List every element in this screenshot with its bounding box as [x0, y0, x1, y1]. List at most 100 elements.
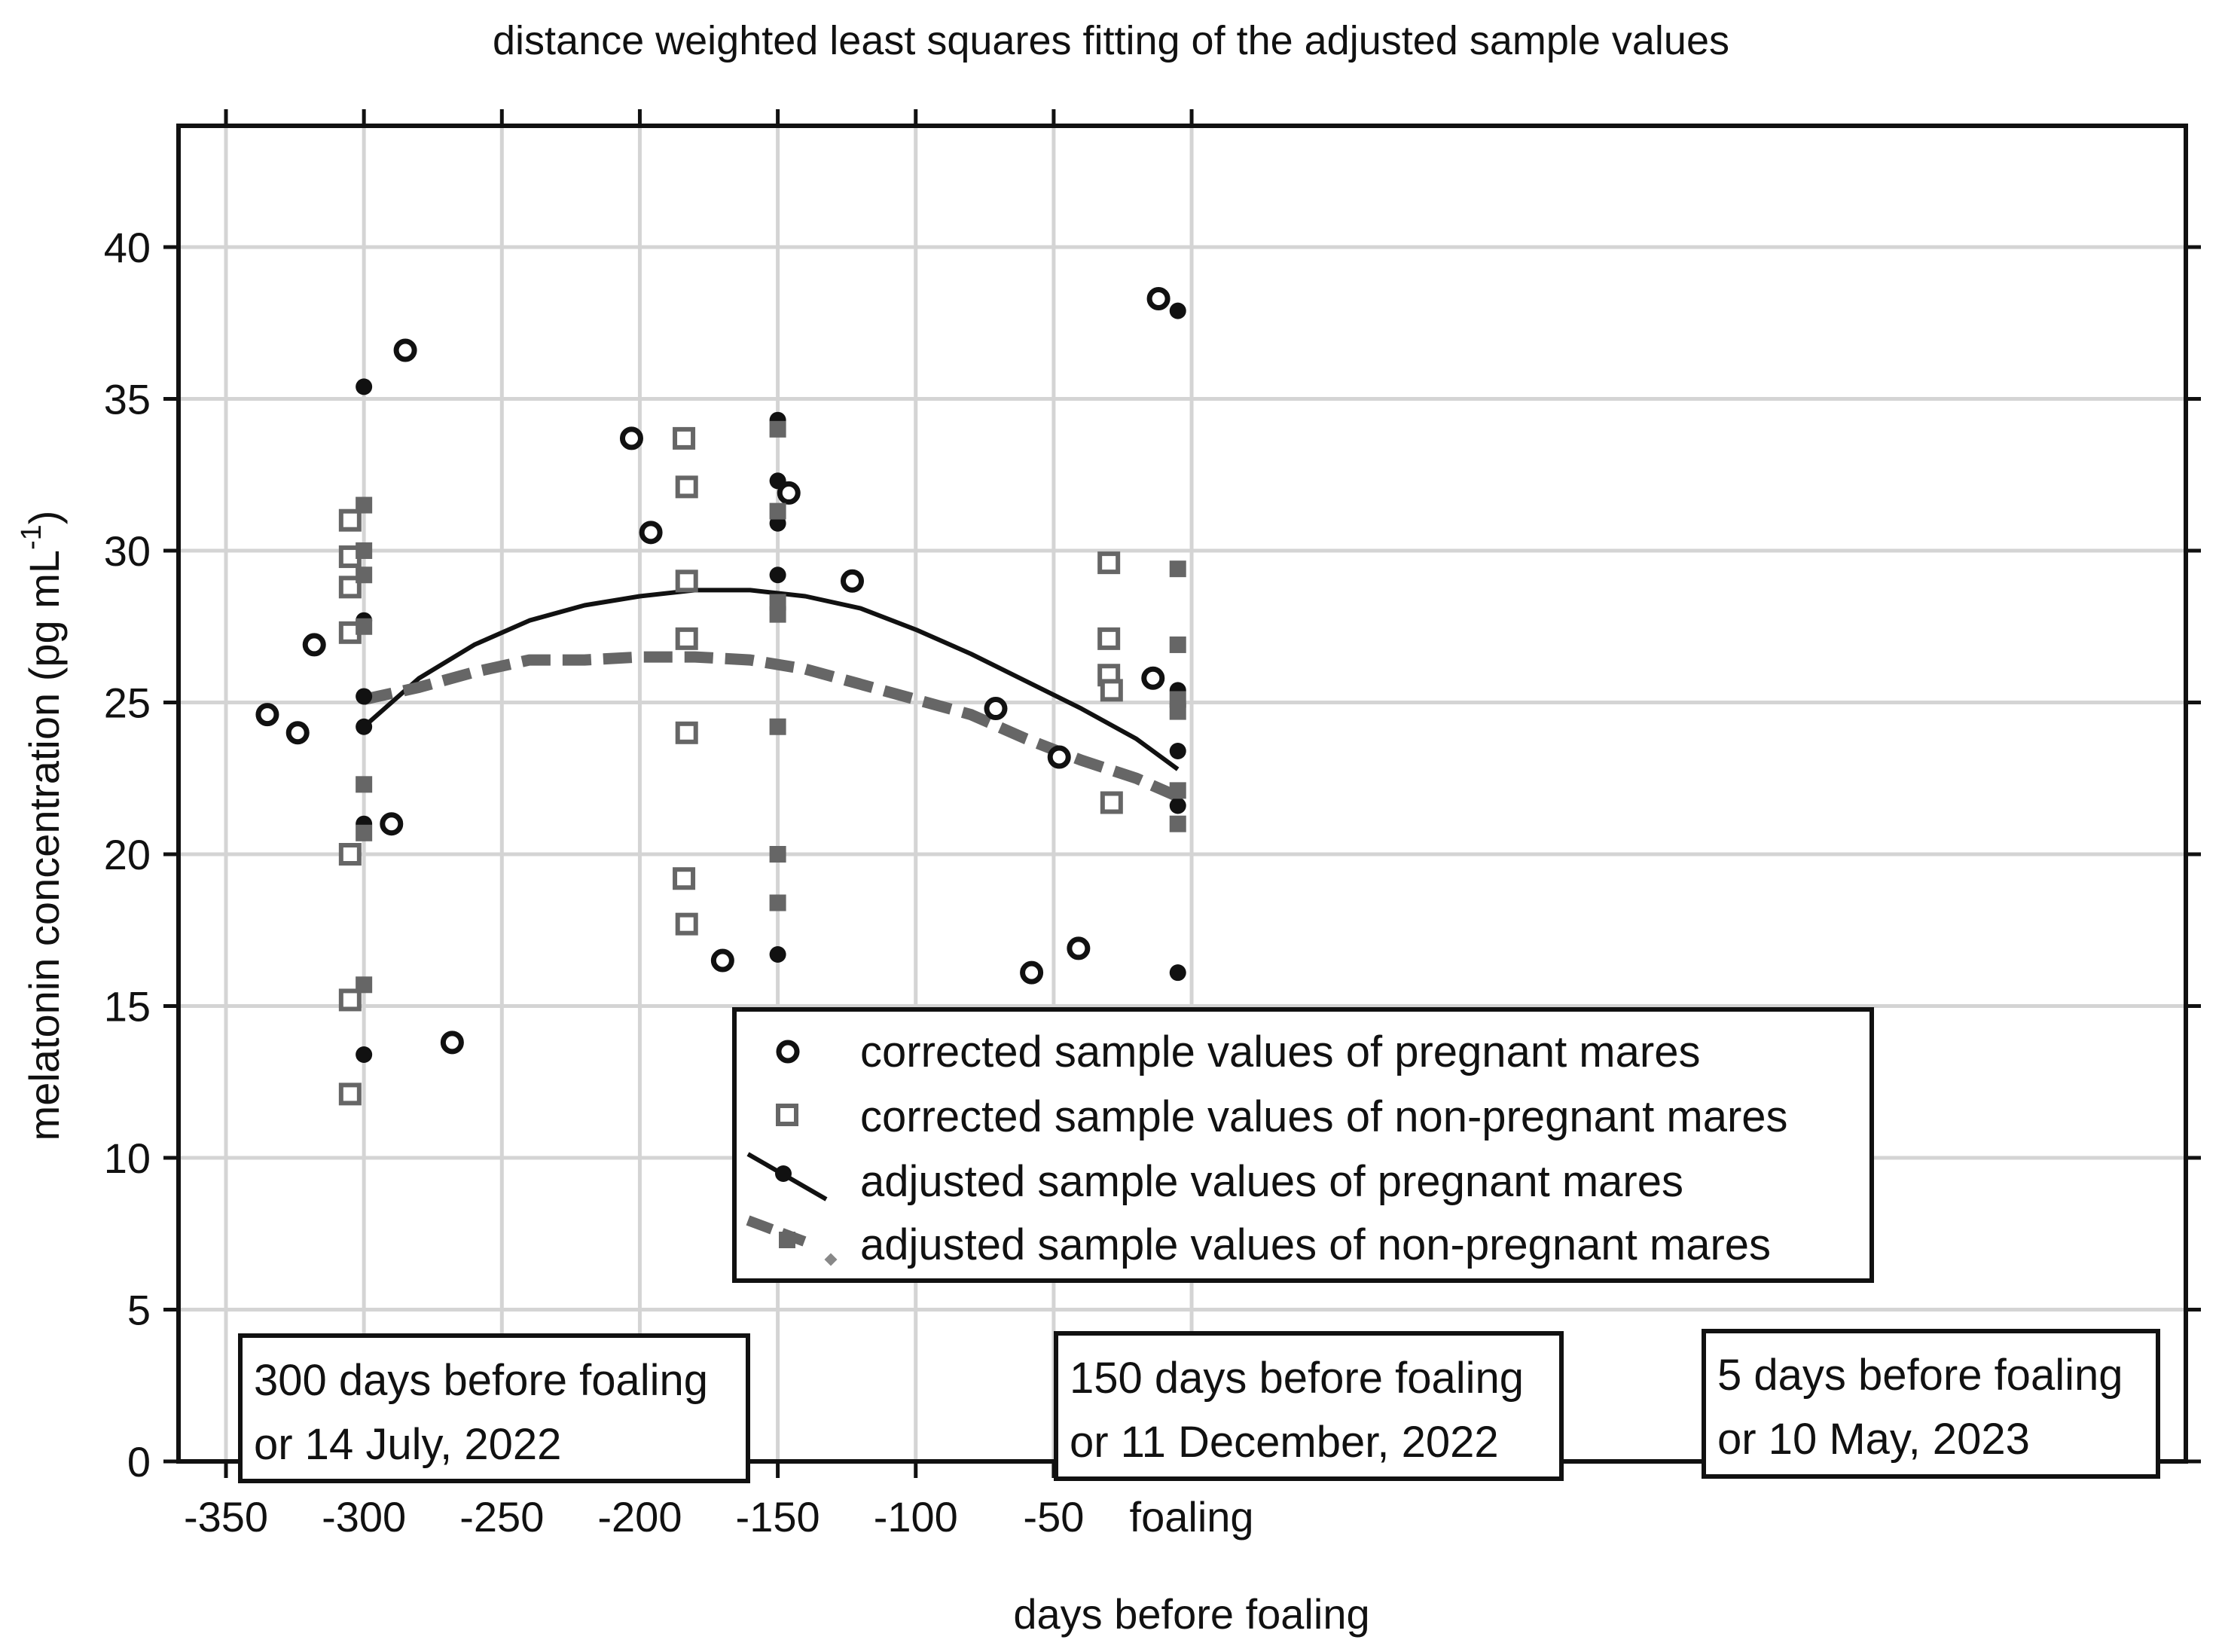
point-non-pregnant-adjusted	[1169, 560, 1186, 578]
legend: corrected sample values of pregnant mare…	[732, 1007, 1874, 1283]
annotation-box	[238, 1333, 750, 1483]
point-pregnant-adjusted	[1169, 797, 1186, 814]
point-pregnant-adjusted	[1169, 964, 1186, 982]
legend-filled-circle-marker	[775, 1165, 792, 1182]
point-non-pregnant-adjusted	[356, 618, 373, 635]
point-non-pregnant-adjusted	[769, 718, 786, 735]
point-non-pregnant-corrected	[675, 627, 698, 650]
point-pregnant-corrected	[440, 1031, 464, 1055]
point-non-pregnant-corrected	[338, 1083, 362, 1106]
point-pregnant-adjusted	[356, 378, 373, 395]
point-pregnant-adjusted	[769, 566, 786, 584]
legend-item-non-pregnant-adjusted: adjusted sample values of non-pregnant m…	[746, 1215, 1771, 1269]
annotation-line1: 150 days before foaling	[1070, 1354, 1524, 1403]
x-tick-label: -100	[874, 1493, 958, 1541]
annotation-line2: or 10 May, 2023	[1717, 1415, 2030, 1464]
point-non-pregnant-corrected	[1100, 679, 1123, 702]
x-tick-label: -300	[322, 1493, 406, 1541]
point-non-pregnant-corrected	[675, 569, 698, 593]
y-tick-label: 20	[104, 831, 151, 878]
point-non-pregnant-adjusted	[356, 976, 373, 994]
point-non-pregnant-corrected	[338, 988, 362, 1012]
annotation-line2: or 11 December, 2022	[1070, 1418, 1499, 1467]
annotation-300-days: 300 days before foaling or 14 July, 2022	[238, 1333, 750, 1483]
tick-labels: -350 -300 -250 -200 -150 -100 -50 foaling 0 5 10 15…	[104, 109, 2201, 1541]
y-tick-label: 10	[104, 1134, 151, 1182]
point-non-pregnant-adjusted	[769, 502, 786, 520]
point-pregnant-adjusted	[1169, 742, 1186, 759]
point-pregnant-corrected	[639, 521, 663, 545]
point-non-pregnant-adjusted	[356, 496, 373, 514]
point-pregnant-corrected	[1141, 666, 1165, 690]
point-non-pregnant-corrected	[338, 843, 362, 866]
point-pregnant-adjusted	[1169, 302, 1186, 319]
point-non-pregnant-adjusted	[1169, 636, 1186, 653]
point-pregnant-corrected	[285, 721, 310, 745]
annotation-5-days: 5 days before foaling or 10 May, 2023	[1702, 1329, 2160, 1479]
y-tick-label: 35	[104, 376, 151, 423]
point-non-pregnant-adjusted	[356, 542, 373, 559]
x-tick-label: -350	[184, 1493, 268, 1541]
point-pregnant-corrected	[777, 481, 801, 505]
annotation-box	[1054, 1331, 1564, 1481]
point-non-pregnant-corrected	[673, 426, 696, 450]
y-axis-label-close: )	[20, 511, 68, 525]
point-non-pregnant-corrected	[1097, 627, 1121, 650]
legend-item-non-pregnant-corrected: corrected sample values of non-pregnant …	[776, 1092, 1788, 1141]
point-non-pregnant-corrected	[1097, 551, 1121, 575]
point-non-pregnant-adjusted	[356, 776, 373, 793]
annotation-line2: or 14 July, 2022	[254, 1420, 561, 1469]
point-pregnant-corrected	[302, 633, 326, 657]
point-pregnant-corrected	[619, 426, 643, 450]
y-axis-label: melatonin concentration (pg mL-1)	[16, 511, 68, 1141]
y-tick-label: 25	[104, 679, 151, 727]
legend-small-square-marker	[824, 1253, 838, 1266]
y-axis-label-sup: -1	[16, 524, 47, 550]
x-tick-label: -200	[597, 1493, 682, 1541]
y-tick-label: 15	[104, 983, 151, 1031]
chart-title: distance weighted least squares fitting …	[493, 18, 1729, 63]
point-pregnant-corrected	[710, 948, 734, 973]
legend-label: corrected sample values of non-pregnant …	[860, 1092, 1788, 1141]
legend-item-pregnant-adjusted: adjusted sample values of pregnant mares	[746, 1152, 1683, 1206]
y-axis-label-main: melatonin concentration (pg mL	[20, 550, 68, 1141]
point-non-pregnant-adjusted	[1169, 782, 1186, 799]
point-non-pregnant-adjusted	[356, 824, 373, 841]
annotation-box	[1702, 1329, 2160, 1479]
point-pregnant-adjusted	[769, 945, 786, 963]
point-non-pregnant-adjusted	[769, 606, 786, 623]
annotation-150-days: 150 days before foaling or 11 December, …	[1054, 1331, 1564, 1481]
legend-label: adjusted sample values of pregnant mares	[860, 1157, 1683, 1206]
legend-item-pregnant-corrected: corrected sample values of pregnant mare…	[776, 1028, 1700, 1076]
legend-box	[732, 1007, 1874, 1283]
x-tick-label: -250	[459, 1493, 544, 1541]
y-tick-label: 0	[127, 1438, 151, 1486]
point-pregnant-corrected	[984, 697, 1008, 721]
point-pregnant-corrected	[841, 569, 865, 593]
point-non-pregnant-corrected	[675, 721, 698, 744]
point-pregnant-corrected	[1020, 960, 1044, 985]
y-tick-label: 5	[127, 1287, 151, 1334]
point-non-pregnant-corrected	[675, 475, 698, 499]
annotation-line1: 300 days before foaling	[254, 1356, 708, 1405]
point-non-pregnant-adjusted	[1169, 815, 1186, 832]
legend-label: adjusted sample values of non-pregnant m…	[860, 1220, 1771, 1269]
x-tick-label: -150	[736, 1493, 820, 1541]
point-pregnant-corrected	[380, 812, 404, 836]
point-non-pregnant-corrected	[673, 867, 696, 890]
x-tick-label: -50	[1023, 1493, 1084, 1541]
point-non-pregnant-adjusted	[769, 846, 786, 863]
legend-filled-square-marker	[779, 1232, 795, 1248]
point-non-pregnant-corrected	[675, 912, 698, 936]
legend-label: corrected sample values of pregnant mare…	[860, 1028, 1700, 1076]
point-pregnant-corrected	[1047, 745, 1071, 769]
x-tick-label: foaling	[1130, 1493, 1254, 1541]
point-pregnant-corrected	[1146, 287, 1171, 311]
legend-open-circle-marker	[776, 1040, 800, 1064]
y-tick-label: 40	[104, 224, 151, 271]
point-pregnant-adjusted	[356, 718, 373, 735]
point-non-pregnant-adjusted	[769, 894, 786, 912]
annotation-line1: 5 days before foaling	[1717, 1351, 2123, 1400]
point-non-pregnant-adjusted	[356, 566, 373, 584]
